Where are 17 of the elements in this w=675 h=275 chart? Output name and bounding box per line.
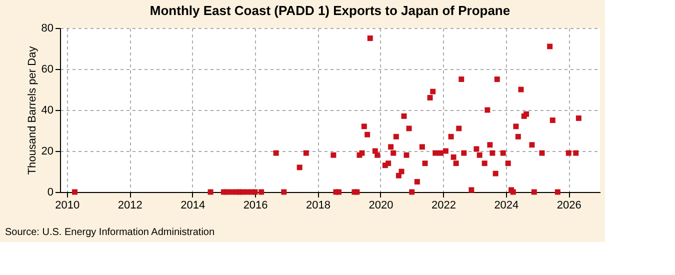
x-tick-label: 2026: [556, 200, 582, 212]
x-tick-label: 2012: [118, 200, 142, 212]
y-tick-label: 20: [41, 146, 54, 158]
source-note: Source: U.S. Energy Information Administration: [5, 227, 215, 238]
x-tick-label: 2014: [180, 200, 206, 212]
y-tick-label: 60: [41, 64, 54, 76]
y-tick-label: 0: [47, 186, 54, 198]
x-tick-label: 2010: [55, 200, 80, 212]
x-tick-label: 2024: [494, 200, 519, 212]
y-tick-label: 80: [41, 22, 54, 34]
chart-title: Monthly East Coast (PADD 1) Exports to Japan of Propane: [150, 3, 510, 18]
x-tick-label: 2020: [368, 200, 394, 212]
y-axis-title: Thousand Barrels per Day: [26, 46, 38, 175]
x-tick-label: 2022: [431, 200, 456, 212]
y-tick-label: 40: [41, 104, 54, 116]
x-tick-label: 2018: [306, 200, 331, 212]
x-tick-label: 2016: [243, 200, 268, 212]
